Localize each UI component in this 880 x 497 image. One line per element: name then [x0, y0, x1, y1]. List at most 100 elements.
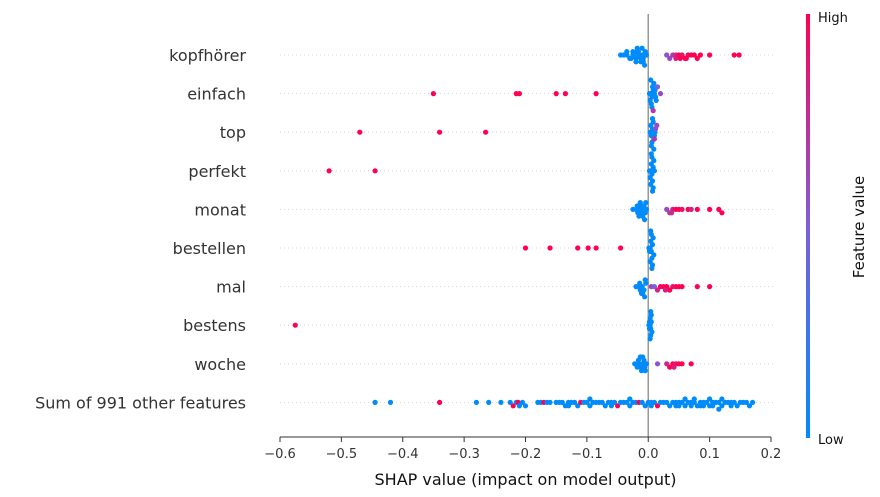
shap-point: [691, 52, 697, 58]
shap-point: [746, 403, 753, 409]
shap-point: [516, 403, 523, 409]
shap-point: [642, 294, 648, 300]
shap-point: [643, 52, 650, 58]
colorbar-gradient: [806, 14, 810, 438]
x-tick-label: 0.2: [761, 447, 782, 462]
shap-point: [483, 129, 489, 135]
shap-point: [679, 399, 685, 405]
shap-point: [697, 52, 704, 58]
shap-point: [673, 55, 679, 62]
shap-point: [387, 399, 394, 405]
shap-point: [575, 403, 581, 409]
shap-point: [587, 396, 593, 402]
shap-point: [654, 122, 660, 128]
shap-point: [547, 399, 553, 405]
shap-point: [728, 403, 734, 409]
shap-point: [694, 206, 700, 212]
shap-point: [633, 59, 639, 65]
shap-point: [750, 399, 756, 405]
shap-point: [679, 206, 685, 212]
shap-point: [669, 210, 675, 216]
shap-point: [430, 91, 436, 97]
shap-point: [624, 49, 630, 55]
shap-point: [547, 245, 553, 251]
shap-point: [664, 206, 670, 212]
shap-point: [710, 403, 716, 409]
shap-point: [648, 403, 654, 409]
shap-point: [651, 399, 658, 405]
shap-point: [691, 396, 697, 402]
shap-point: [611, 399, 618, 405]
shap-point: [654, 84, 661, 90]
shap-point: [618, 245, 624, 251]
shap-point: [676, 403, 682, 409]
shap-point: [486, 399, 492, 405]
feature-label: bestellen: [173, 239, 246, 258]
shap-point: [648, 309, 654, 315]
shap-point: [437, 399, 443, 405]
shap-point: [671, 364, 677, 370]
x-tick-label: −0.2: [510, 447, 542, 462]
colorbar-low-label: Low: [818, 433, 844, 448]
shap-point: [688, 206, 694, 212]
shap-point: [648, 228, 654, 234]
shap-point: [639, 45, 645, 51]
shap-point: [599, 399, 605, 405]
shap-point: [667, 403, 673, 409]
shap-point: [664, 52, 670, 58]
shap-point: [507, 399, 513, 405]
shap-point: [649, 265, 655, 271]
shap-point: [562, 91, 569, 97]
shap-point: [642, 368, 648, 374]
shap-point: [651, 80, 657, 86]
shap-point: [516, 91, 523, 97]
shap-point: [648, 151, 654, 157]
shap-point: [664, 399, 670, 405]
shap-point: [731, 52, 737, 58]
feature-label: einfach: [187, 85, 246, 104]
shap-point: [640, 354, 646, 360]
shap-point: [326, 168, 332, 174]
shap-point: [642, 403, 648, 409]
shap-point: [677, 55, 683, 62]
x-axis: −0.6 −0.5 −0.4 −0.3 −0.2 −0.1 0.0 0.1 0.2: [264, 436, 782, 462]
shap-point: [662, 287, 669, 293]
shap-point: [667, 55, 673, 62]
shap-point: [519, 399, 526, 405]
shap-points: [292, 45, 756, 412]
shap-point: [651, 146, 657, 152]
colorbar-title: Feature value: [850, 176, 868, 278]
shap-point: [498, 399, 504, 405]
shap-point: [639, 399, 645, 405]
shap-point: [637, 280, 643, 286]
feature-label: monat: [194, 200, 246, 219]
shap-point: [716, 406, 722, 412]
shap-point: [688, 403, 694, 409]
x-tick-label: −0.3: [448, 447, 480, 462]
x-tick-label: −0.6: [264, 447, 296, 462]
shap-point: [473, 399, 479, 405]
shap-point: [719, 403, 725, 409]
shap-point: [719, 396, 725, 402]
shap-point: [649, 188, 656, 194]
shap-point: [565, 403, 572, 409]
shap-point: [357, 129, 363, 135]
shap-point: [602, 403, 608, 409]
shap-point: [651, 136, 658, 142]
shap-point: [522, 245, 529, 251]
shap-point: [437, 129, 443, 135]
shap-point: [638, 368, 645, 374]
shap-point: [650, 108, 656, 114]
shap-point: [654, 403, 661, 409]
shap-point: [575, 245, 581, 251]
shap-point: [593, 245, 599, 251]
shap-point: [648, 77, 654, 83]
shap-point: [637, 200, 643, 206]
shap-point: [642, 277, 648, 283]
shap-point: [694, 55, 700, 62]
shap-point: [584, 399, 590, 405]
shap-point: [647, 336, 653, 342]
shap-point: [679, 284, 685, 290]
